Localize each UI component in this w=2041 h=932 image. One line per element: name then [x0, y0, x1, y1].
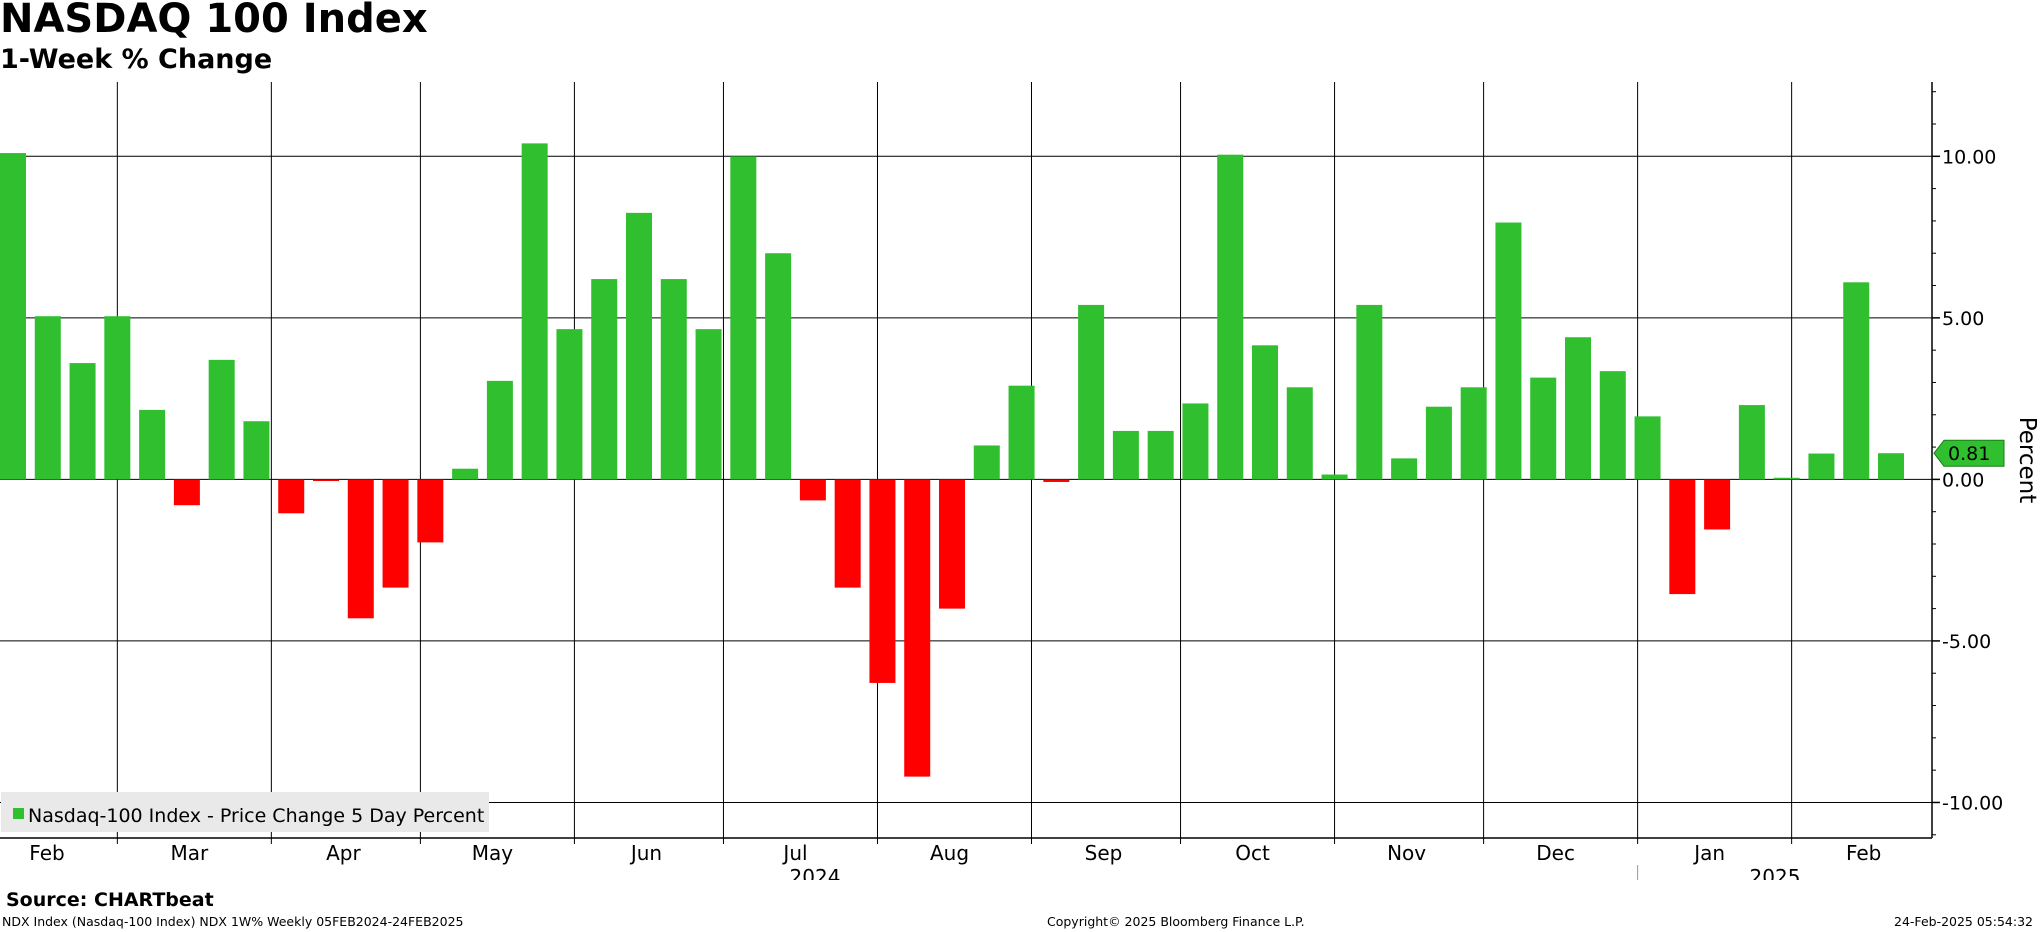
bar: [521, 143, 548, 480]
bar: [34, 316, 61, 480]
y-axis-title: Percent: [2014, 417, 2040, 504]
bar: [973, 445, 1000, 480]
source-note: Source: CHARTbeat: [6, 889, 214, 911]
bar: [1495, 222, 1522, 480]
bar: [1112, 430, 1139, 480]
bar: [591, 279, 618, 480]
bar: [1773, 477, 1800, 480]
bar: [278, 479, 305, 514]
bar: [1008, 385, 1035, 480]
bar: [417, 479, 444, 543]
bar: [1843, 282, 1870, 480]
footer-ticker-info: NDX Index (Nasdaq-100 Index) NDX 1W% Wee…: [2, 914, 464, 929]
bar: [834, 479, 861, 588]
bar: [660, 279, 687, 480]
bar-chart: 10.00 5.00 0.00 -5.00 -10.00 Feb Mar Apr May Jun J…: [0, 82, 2040, 880]
bar: [243, 421, 270, 480]
footer-copyright: Copyright© 2025 Bloomberg Finance L.P.: [1047, 914, 1305, 929]
bar: [173, 479, 200, 506]
year-label: 2025: [1750, 865, 1801, 880]
bar: [104, 316, 131, 480]
bar: [139, 409, 166, 480]
x-tick-label: Feb: [1846, 841, 1881, 865]
legend-box: [1, 792, 489, 832]
x-tick-label: Aug: [930, 841, 969, 865]
bar: [799, 479, 826, 501]
bar: [1599, 371, 1626, 480]
bar: [69, 363, 96, 480]
axes: 10.00 5.00 0.00 -5.00 -10.00 Feb Mar Apr May Jun J…: [0, 82, 2003, 880]
bar: [1356, 304, 1383, 480]
bar: [452, 468, 479, 480]
bar: [1808, 453, 1835, 480]
x-tick-label: Jun: [629, 841, 662, 865]
last-value-badge: 0.81: [1933, 439, 2005, 467]
last-value-badge-shape: [1933, 439, 2005, 467]
x-tick-label: Jul: [781, 841, 807, 865]
bar: [208, 359, 235, 480]
year-label: 2024: [790, 865, 841, 880]
legend-swatch: [13, 808, 24, 819]
bar: [382, 479, 409, 588]
bar: [556, 329, 583, 480]
bar: [730, 156, 757, 480]
bar: [1565, 337, 1591, 480]
bar: [313, 479, 339, 481]
bar: [1078, 304, 1105, 480]
bar: [1738, 405, 1765, 480]
footer-timestamp: 24-Feb-2025 05:54:32: [1894, 914, 2033, 929]
y-tick-label: 10.00: [1942, 146, 1996, 168]
legend-label: Nasdaq-100 Index - Price Change 5 Day Pe…: [28, 805, 484, 827]
y-tick-label: -5.00: [1942, 631, 1991, 653]
y-tick-label: 5.00: [1942, 308, 1984, 330]
bar: [869, 479, 896, 683]
bar: [1425, 406, 1452, 480]
bar: [1704, 479, 1731, 530]
bar: [486, 380, 513, 480]
bar: [1252, 345, 1278, 480]
last-value-label: 0.81: [1948, 443, 1990, 465]
bar: [347, 479, 374, 619]
y-tick-label: 0.00: [1942, 469, 1984, 491]
bar: [695, 329, 722, 480]
bar: [1530, 377, 1557, 480]
bar: [1391, 458, 1418, 480]
x-tick-label: Feb: [29, 841, 64, 865]
x-tick-label: Sep: [1085, 841, 1123, 865]
bar: [1286, 387, 1313, 480]
bar: [765, 253, 792, 480]
x-tick-label: Apr: [326, 841, 361, 865]
page-subtitle: 1-Week % Change: [0, 44, 273, 75]
bar: [1878, 453, 1904, 480]
bar: [1321, 474, 1348, 480]
x-tick-label: Nov: [1387, 841, 1426, 865]
bar: [0, 153, 26, 480]
page-title: NASDAQ 100 Index: [0, 0, 428, 42]
bar: [1460, 387, 1487, 480]
x-tick-label: Oct: [1235, 841, 1270, 865]
bars: [0, 143, 1904, 777]
bar: [1043, 479, 1070, 482]
y-tick-label: -10.00: [1942, 792, 2003, 814]
bar: [1217, 154, 1244, 480]
x-tick-label: Mar: [171, 841, 210, 865]
x-tick-label: Jan: [1692, 841, 1725, 865]
bar: [1182, 403, 1209, 480]
bar: [1634, 416, 1661, 480]
legend: Nasdaq-100 Index - Price Change 5 Day Pe…: [1, 792, 489, 832]
x-tick-label: May: [472, 841, 514, 865]
bar: [904, 479, 931, 777]
bar: [626, 212, 652, 480]
x-tick-label: Dec: [1536, 841, 1575, 865]
bar: [1669, 479, 1696, 595]
bar: [1147, 430, 1174, 480]
bar: [939, 479, 965, 609]
